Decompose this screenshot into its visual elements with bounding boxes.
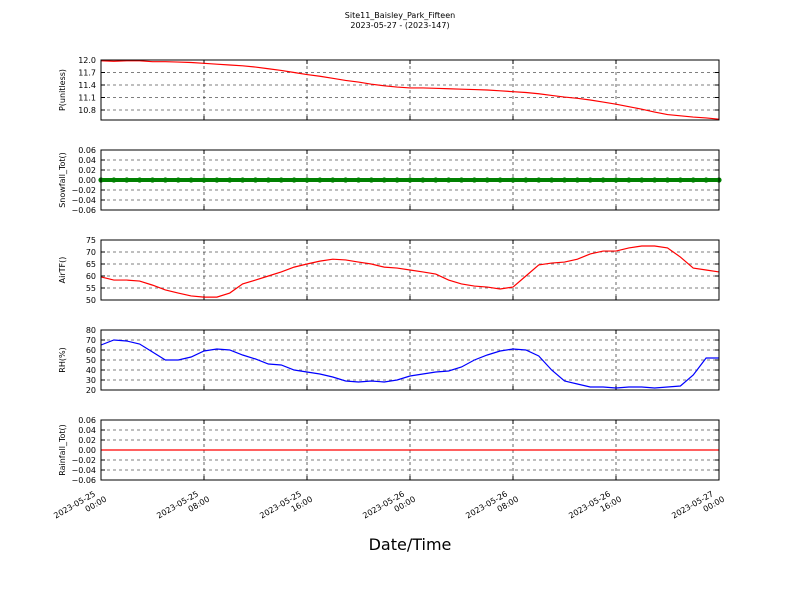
y-tick-label: 0.02 [78,166,96,175]
axes-frame [100,149,720,211]
y-tick-label: −0.04 [71,466,96,475]
y-tick-label: 75 [86,236,96,245]
y-tick-label: −0.06 [71,476,96,485]
axes-frame [100,239,720,301]
y-tick-label: 65 [86,260,96,269]
y-tick-label: −0.04 [71,196,96,205]
y-tick-label: 0.02 [78,436,96,445]
y-tick-label: 20 [86,386,96,395]
chart-subtitle: 2023-05-27 - (2023-147) [350,21,449,30]
y-tick-label: 0.00 [78,176,96,185]
data-line [100,339,719,389]
y-tick-label: 70 [86,336,96,345]
y-tick-label: 55 [86,284,96,293]
y-tick-label: 50 [86,356,96,365]
y-tick-label: 0.04 [78,426,96,435]
y-tick-label: 12.0 [78,56,96,65]
y-tick-label: 50 [86,296,96,305]
y-tick-label: 60 [86,272,96,281]
y-axis-label: Rainfall_Tot() [58,424,67,476]
y-tick-label: 60 [86,346,96,355]
x-axis-label: Date/Time [369,535,452,554]
chart-title: Site11_Baisley_Park_Fifteen [345,11,455,20]
y-tick-label: −0.06 [71,206,96,215]
y-axis-label: RH(%) [58,347,67,372]
data-line [100,60,720,120]
y-tick-label: −0.02 [71,186,96,195]
y-tick-label: 40 [86,366,96,375]
y-tick-label: 11.1 [78,94,96,103]
y-tick-label: 10.8 [78,106,96,115]
data-line [100,245,720,298]
y-tick-label: 0.00 [78,446,96,455]
y-tick-label: 70 [86,248,96,257]
y-tick-label: −0.02 [71,456,96,465]
y-axis-label: Snowfall_Tot() [58,152,67,208]
y-tick-label: 11.7 [78,69,96,78]
y-axis-label: P(unitless) [58,69,67,111]
y-tick-label: 11.4 [78,81,96,90]
y-tick-label: 0.06 [78,146,96,155]
axes-frame [100,59,720,121]
y-axis-label: AirTF() [58,257,67,284]
axes-frame [100,329,720,391]
y-tick-label: 0.06 [78,416,96,425]
y-tick-label: 0.04 [78,156,96,165]
y-tick-label: 30 [86,376,96,385]
y-tick-label: 80 [86,326,96,335]
axes-frame [100,419,720,481]
